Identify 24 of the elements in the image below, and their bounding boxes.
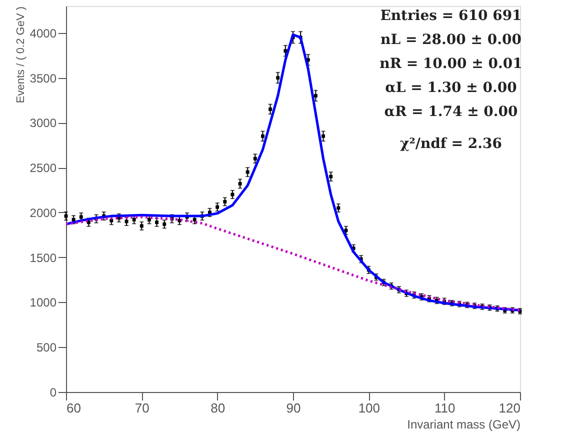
x-tick-label: 100: [358, 400, 380, 416]
y-tick-label: 1000: [30, 296, 57, 310]
x-axis-title: Invariant mass (GeV): [407, 418, 520, 432]
y-tick-label: 3500: [30, 71, 57, 86]
x-tick-label: 90: [286, 400, 301, 416]
x-tick-label: 80: [210, 400, 226, 416]
y-tick-label: 4000: [30, 26, 57, 40]
y-tick-label: 1500: [30, 250, 57, 265]
annotation: αR = 1.74 ± 0.00: [384, 104, 518, 120]
x-tick-label: 70: [134, 400, 150, 416]
y-tick-label: 2000: [30, 206, 57, 220]
y-tick-label: 500: [36, 340, 57, 355]
annotation: nR = 10.00 ± 0.01: [380, 56, 522, 72]
annotation: nL = 28.00 ± 0.00: [380, 32, 522, 48]
y-axis-title: Events / ( 0.2 GeV ): [14, 6, 27, 104]
y-tick-label: 3000: [30, 116, 57, 130]
x-tick-label: 60: [66, 400, 81, 416]
y-tick-label: 2500: [30, 161, 57, 176]
annotation: χ²/ndf = 2.36: [400, 136, 502, 152]
annotation: αL = 1.30 ± 0.00: [385, 80, 518, 96]
x-tick-label: 120: [498, 400, 520, 416]
x-tick-label: 110: [434, 400, 456, 416]
annotation: Entries = 610 691: [380, 8, 522, 24]
y-tick-label: 0: [50, 386, 57, 400]
